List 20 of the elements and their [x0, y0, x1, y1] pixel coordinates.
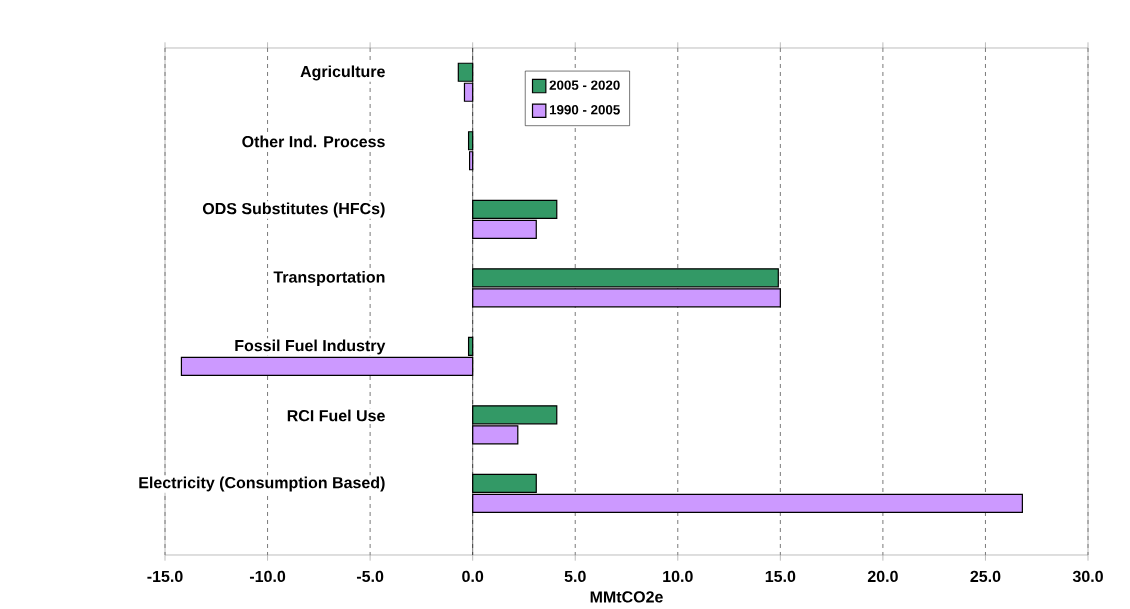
y-tick-label: Other Ind. Process [242, 135, 385, 148]
y-tick-label: ODS Substitutes (HFCs) [202, 202, 385, 218]
y-tick-label: RCI Fuel Use [287, 409, 385, 422]
x-tick-label: -15.0 [147, 570, 183, 583]
y-tick-label: Fossil Fuel Industry [235, 339, 386, 355]
y-tick-label: Transportation [273, 271, 385, 286]
x-tick-label: 30.0 [1072, 570, 1103, 583]
legend-label: 1990 - 2005 [549, 105, 620, 115]
x-tick-label: -5.0 [356, 570, 384, 583]
x-tick-label: 15.0 [765, 570, 796, 583]
y-tick-label: Agriculture [300, 65, 385, 81]
x-tick-label: 0.0 [462, 570, 484, 583]
x-tick-label: 10.0 [663, 570, 693, 583]
x-tick-label: 20.0 [867, 570, 898, 583]
x-tick-label: 25.0 [970, 570, 1001, 583]
x-axis-title: MMtCO2e [590, 591, 663, 603]
legend-label: 2005 - 2020 [549, 80, 620, 90]
x-tick-label: -10.0 [249, 570, 286, 583]
y-tick-label: Electricity (Consumption Based) [139, 476, 385, 492]
x-tick-label: 5.0 [564, 570, 586, 583]
